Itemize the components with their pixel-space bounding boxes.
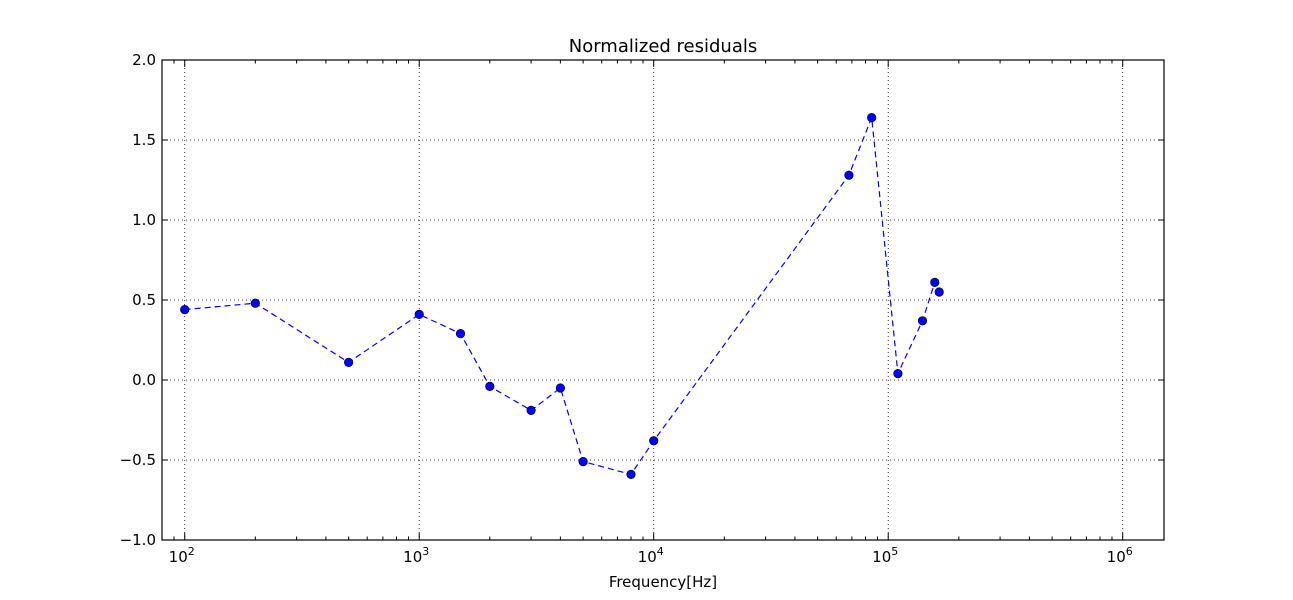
y-tick-label: 1.0 <box>132 211 156 229</box>
x-tick-label: 103 <box>403 545 429 566</box>
y-tick-label: 2.0 <box>132 51 156 69</box>
data-point <box>934 287 944 297</box>
x-tick-label-base: 10 <box>1107 548 1126 566</box>
data-point <box>414 309 424 320</box>
x-axis-label: Frequency[Hz] <box>609 573 717 591</box>
data-point <box>578 457 588 467</box>
data-point <box>930 277 940 288</box>
x-tick-label-base: 10 <box>169 548 188 566</box>
data-point <box>485 381 495 392</box>
grid-layer <box>162 59 1164 541</box>
x-tick-label-base: 10 <box>638 548 657 566</box>
series-line <box>184 117 940 476</box>
x-tick-label-base: 10 <box>403 548 422 566</box>
data-point <box>455 329 466 339</box>
data-point <box>180 305 190 315</box>
data-layer <box>180 112 944 480</box>
x-tick-label-exponent: 4 <box>657 545 664 558</box>
x-tick-label-exponent: 3 <box>422 545 429 558</box>
data-point <box>526 405 536 416</box>
data-point <box>344 357 354 368</box>
x-tick-label-exponent: 2 <box>188 545 195 558</box>
x-tick-label: 105 <box>872 545 898 566</box>
x-tick-label: 104 <box>638 545 664 566</box>
x-tick-label: 102 <box>169 545 195 566</box>
data-point <box>250 298 260 308</box>
y-tick-label: 1.5 <box>132 131 156 149</box>
y-tick-label: −1.0 <box>120 531 156 549</box>
data-point <box>844 170 854 180</box>
x-tick-label-exponent: 6 <box>1126 545 1133 558</box>
data-point <box>649 436 659 446</box>
x-tick-label: 106 <box>1107 545 1133 566</box>
data-point <box>626 469 636 480</box>
data-point <box>867 112 877 123</box>
x-tick-label-exponent: 5 <box>891 545 898 558</box>
y-tick-label: 0.5 <box>132 291 156 309</box>
data-point <box>555 383 566 393</box>
y-tick-label: −0.5 <box>120 451 156 469</box>
chart-title: Normalized residuals <box>569 36 758 57</box>
x-tick-label-base: 10 <box>872 548 891 566</box>
data-point <box>917 316 928 326</box>
y-tick-label: 0.0 <box>132 371 156 389</box>
data-point <box>893 369 903 379</box>
